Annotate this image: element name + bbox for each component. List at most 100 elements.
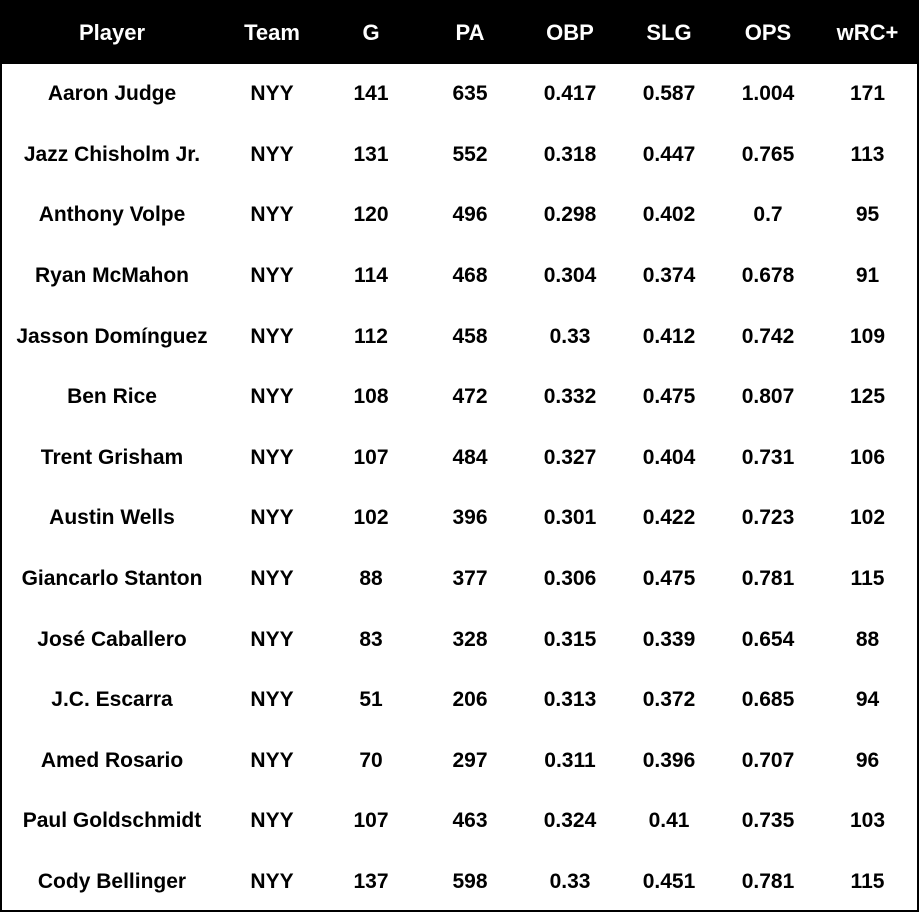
cell-slg: 0.372: [642, 688, 696, 712]
cell-slg: 0.475: [642, 385, 696, 409]
cell-obp: 0.327: [543, 445, 597, 469]
cell-slg: 0.339: [642, 627, 696, 651]
cell-ops: 0.742: [741, 324, 795, 348]
cell-obp: 0.304: [543, 264, 597, 288]
cell-player: Austin Wells: [49, 506, 175, 530]
cell-ops: 0.735: [741, 809, 795, 833]
cell-plate-appearances: 472: [452, 385, 488, 409]
cell-plate-appearances: 458: [452, 324, 488, 348]
cell-plate-appearances: 496: [452, 203, 488, 227]
cell-games: 102: [353, 506, 389, 530]
cell-team: NYY: [250, 142, 294, 166]
header-player: Player: [78, 20, 146, 45]
cell-team: NYY: [250, 688, 294, 712]
cell-player: Ben Rice: [67, 385, 157, 409]
cell-games: 51: [359, 688, 383, 712]
cell-games: 114: [354, 264, 388, 288]
cell-ops: 0.707: [741, 748, 795, 772]
cell-player: Jasson Domínguez: [16, 324, 208, 348]
cell-obp: 0.298: [543, 203, 597, 227]
cell-player: J.C. Escarra: [51, 688, 173, 712]
cell-player: Jazz Chisholm Jr.: [23, 142, 201, 166]
header-ops: OPS: [744, 20, 792, 45]
table-row: Jazz Chisholm Jr. NYY 131 552 0.318 0.447 0.76…: [2, 125, 917, 186]
header-row: Player Team G PA OBP SLG OPS wRC+: [2, 2, 917, 64]
cell-plate-appearances: 463: [452, 809, 488, 833]
cell-ops: 0.781: [741, 870, 795, 894]
cell-games: 112: [354, 324, 388, 348]
cell-obp: 0.417: [543, 82, 597, 106]
cell-obp: 0.318: [543, 142, 597, 166]
table-body: Aaron Judge NYY 141 635 0.417 0.587 1.004 171 Ja…: [2, 64, 917, 912]
cell-wrc-plus: 125: [849, 385, 886, 409]
cell-obp: 0.33: [549, 870, 591, 894]
cell-slg: 0.447: [642, 142, 696, 166]
cell-wrc-plus: 91: [855, 264, 880, 288]
cell-team: NYY: [250, 324, 294, 348]
cell-obp: 0.313: [543, 688, 597, 712]
cell-games: 107: [353, 445, 389, 469]
cell-ops: 0.765: [741, 142, 795, 166]
cell-games: 137: [353, 870, 389, 894]
cell-ops: 0.678: [741, 264, 795, 288]
cell-team: NYY: [250, 567, 294, 591]
cell-wrc-plus: 102: [849, 506, 886, 530]
cell-slg: 0.451: [642, 870, 696, 894]
cell-ops: 1.004: [741, 82, 795, 106]
header-team: Team: [244, 20, 300, 45]
cell-player: Ryan McMahon: [34, 264, 189, 288]
cell-player: Amed Rosario: [40, 748, 184, 772]
table-row: Trent Grisham NYY 107 484 0.327 0.404 0.731 106: [2, 428, 917, 489]
cell-plate-appearances: 377: [452, 567, 488, 591]
cell-wrc-plus: 109: [849, 324, 886, 348]
table-row: J.C. Escarra NYY 51 206 0.313 0.372 0.685 94: [2, 670, 917, 731]
table-row: Ben Rice NYY 108 472 0.332 0.475 0.807 125: [2, 367, 917, 428]
cell-plate-appearances: 598: [452, 870, 488, 894]
cell-plate-appearances: 206: [452, 688, 488, 712]
cell-ops: 0.654: [741, 627, 795, 651]
table-row: Amed Rosario NYY 70 297 0.311 0.396 0.707 96: [2, 731, 917, 792]
cell-plate-appearances: 396: [452, 506, 488, 530]
cell-player: Anthony Volpe: [38, 203, 186, 227]
cell-team: NYY: [250, 627, 294, 651]
cell-plate-appearances: 635: [452, 82, 488, 106]
header-obp: OBP: [546, 20, 594, 45]
cell-team: NYY: [250, 264, 294, 288]
table-row: Aaron Judge NYY 141 635 0.417 0.587 1.004 171: [2, 64, 917, 125]
header-plate-appearances: PA: [455, 20, 485, 45]
cell-player: José Caballero: [37, 627, 187, 651]
cell-obp: 0.315: [543, 627, 597, 651]
cell-wrc-plus: 103: [849, 809, 886, 833]
cell-team: NYY: [250, 445, 294, 469]
cell-slg: 0.412: [642, 324, 696, 348]
header-slg: SLG: [646, 20, 692, 45]
cell-slg: 0.396: [642, 748, 696, 772]
cell-obp: 0.311: [544, 748, 596, 772]
cell-slg: 0.402: [642, 203, 696, 227]
cell-ops: 0.685: [741, 688, 795, 712]
header-wrc-plus: wRC+: [836, 20, 899, 45]
cell-games: 88: [359, 567, 383, 591]
cell-ops: 0.731: [741, 445, 795, 469]
cell-team: NYY: [250, 203, 294, 227]
table-row: Cody Bellinger NYY 137 598 0.33 0.451 0.781 115: [2, 852, 917, 912]
cell-ops: 0.7: [753, 203, 783, 227]
cell-plate-appearances: 484: [452, 445, 488, 469]
cell-games: 70: [359, 748, 383, 772]
cell-player: Giancarlo Stanton: [21, 567, 203, 591]
cell-slg: 0.422: [642, 506, 696, 530]
cell-wrc-plus: 171: [849, 82, 886, 106]
cell-player: Trent Grisham: [40, 445, 184, 469]
table-row: Jasson Domínguez NYY 112 458 0.33 0.412 0.742 1…: [2, 306, 917, 367]
cell-obp: 0.306: [543, 567, 597, 591]
cell-games: 141: [353, 82, 389, 106]
cell-obp: 0.324: [543, 809, 597, 833]
cell-wrc-plus: 95: [855, 203, 880, 227]
cell-player: Cody Bellinger: [37, 870, 187, 894]
cell-player: Paul Goldschmidt: [22, 809, 202, 833]
cell-team: NYY: [250, 809, 294, 833]
cell-slg: 0.374: [642, 264, 696, 288]
cell-team: NYY: [250, 506, 294, 530]
